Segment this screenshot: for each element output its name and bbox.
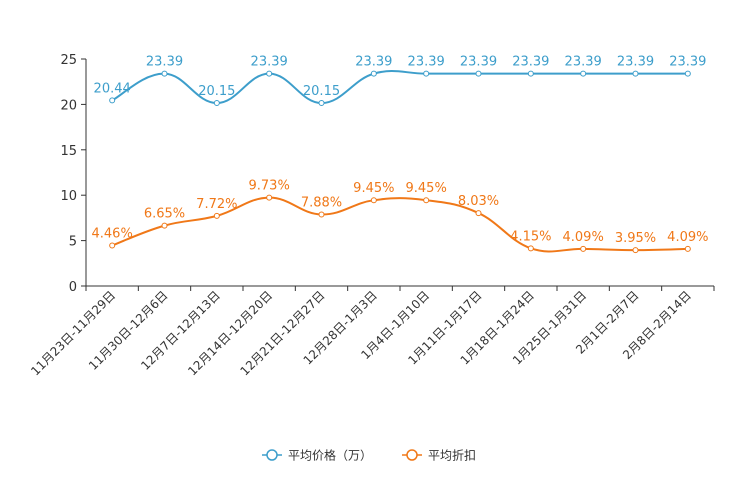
data-label: 4.46% bbox=[92, 227, 133, 242]
data-point[interactable] bbox=[266, 70, 273, 77]
data-point[interactable] bbox=[527, 70, 534, 77]
legend-label: 平均价格（万） bbox=[288, 448, 372, 463]
y-tick-label: 10 bbox=[60, 189, 77, 204]
data-point[interactable] bbox=[109, 242, 116, 249]
data-point[interactable] bbox=[266, 194, 273, 201]
data-point[interactable] bbox=[632, 70, 639, 77]
data-point[interactable] bbox=[213, 212, 220, 219]
data-label: 6.65% bbox=[144, 207, 185, 222]
data-label: 23.39 bbox=[512, 55, 549, 70]
data-point[interactable] bbox=[632, 247, 639, 254]
data-label: 4.15% bbox=[510, 229, 551, 244]
data-label: 23.39 bbox=[565, 55, 602, 70]
data-point[interactable] bbox=[109, 97, 116, 104]
data-point[interactable] bbox=[527, 245, 534, 252]
data-label: 7.72% bbox=[196, 197, 237, 212]
data-label: 23.39 bbox=[460, 55, 497, 70]
data-point[interactable] bbox=[161, 70, 168, 77]
data-point[interactable] bbox=[318, 100, 325, 107]
series-2: 4.46% 6.65% 7.72% 9.73% 7.88% 9.45% 9.45% 8.03%… bbox=[92, 179, 708, 254]
data-label: 23.39 bbox=[669, 55, 706, 70]
data-label: 4.09% bbox=[563, 230, 604, 245]
x-axis: 11月23日-11月29日11月30日-12月6日12月7日-12月13日12月… bbox=[28, 285, 715, 378]
data-label: 20.15 bbox=[198, 84, 235, 99]
y-tick-label: 20 bbox=[60, 98, 77, 113]
data-point[interactable] bbox=[161, 222, 168, 229]
y-axis: 0 5 10 15 20 25 bbox=[60, 53, 87, 295]
data-point[interactable] bbox=[423, 197, 430, 204]
data-point[interactable] bbox=[684, 70, 691, 77]
data-label: 9.45% bbox=[353, 181, 394, 196]
data-point[interactable] bbox=[684, 245, 691, 252]
series-1: 20.44 23.39 20.15 23.39 20.15 23.39 23.39 23.39… bbox=[94, 55, 706, 107]
legend[interactable]: 平均价格（万） 平均折扣 bbox=[262, 448, 476, 463]
x-tick-label: 11月23日-11月29日 bbox=[28, 288, 118, 378]
series-layer: 20.44 23.39 20.15 23.39 20.15 23.39 23.39 23.39… bbox=[92, 55, 708, 254]
data-point[interactable] bbox=[580, 245, 587, 252]
legend-item-1[interactable]: 平均价格（万） bbox=[262, 448, 372, 463]
data-point[interactable] bbox=[370, 197, 377, 204]
data-label: 23.39 bbox=[146, 55, 183, 70]
data-point[interactable] bbox=[370, 70, 377, 77]
data-label: 7.88% bbox=[301, 195, 342, 210]
data-point[interactable] bbox=[475, 210, 482, 217]
data-point[interactable] bbox=[580, 70, 587, 77]
y-tick-label: 25 bbox=[60, 53, 77, 68]
data-label: 4.09% bbox=[667, 230, 708, 245]
y-tick-label: 15 bbox=[60, 144, 77, 159]
data-label: 20.44 bbox=[94, 81, 131, 96]
data-label: 9.45% bbox=[406, 181, 447, 196]
legend-label: 平均折扣 bbox=[428, 448, 476, 463]
data-point[interactable] bbox=[475, 70, 482, 77]
data-label: 20.15 bbox=[303, 84, 340, 99]
y-tick-label: 5 bbox=[69, 235, 77, 250]
y-tick-label: 0 bbox=[69, 280, 77, 295]
data-label: 23.39 bbox=[408, 55, 445, 70]
data-label: 8.03% bbox=[458, 194, 499, 209]
data-label: 9.73% bbox=[249, 179, 290, 194]
legend-marker-icon bbox=[266, 449, 278, 461]
legend-marker-icon bbox=[406, 449, 418, 461]
data-label: 3.95% bbox=[615, 231, 656, 246]
data-label: 23.39 bbox=[617, 55, 654, 70]
data-point[interactable] bbox=[213, 100, 220, 107]
data-point[interactable] bbox=[318, 211, 325, 218]
series-line bbox=[111, 196, 688, 253]
data-label: 23.39 bbox=[251, 55, 288, 70]
data-label: 23.39 bbox=[355, 55, 392, 70]
data-point[interactable] bbox=[423, 70, 430, 77]
legend-item-2[interactable]: 平均折扣 bbox=[402, 448, 476, 463]
